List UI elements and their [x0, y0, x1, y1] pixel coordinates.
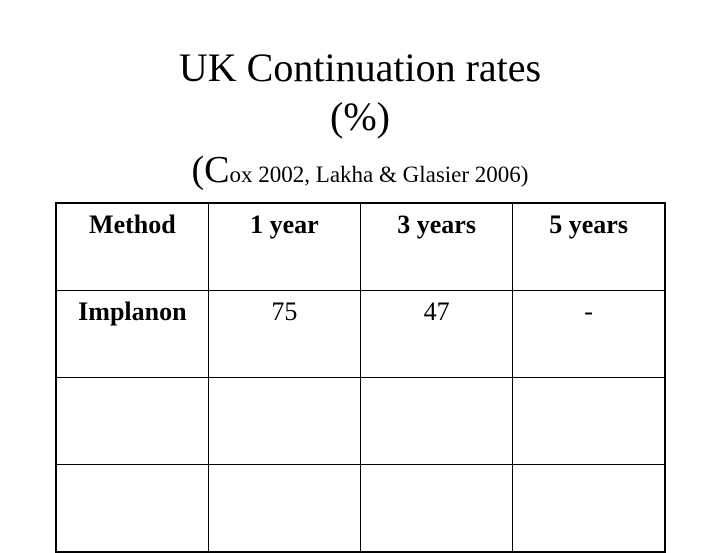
cell: 75 — [207, 290, 362, 378]
header-cell: 3 years — [359, 202, 514, 291]
slide-title: UK Continuation rates — [178, 45, 542, 90]
empty-cell — [359, 377, 514, 465]
empty-row — [55, 377, 666, 465]
table-row: Implanon 75 47 - — [55, 290, 666, 378]
row-label: Implanon — [55, 290, 209, 378]
header-cell: Method — [55, 202, 209, 291]
table: Method 1 year 3 years 5 years Implanon 7… — [55, 202, 666, 553]
cell: 47 — [359, 290, 514, 378]
empty-cell — [512, 377, 666, 465]
empty-cell — [207, 377, 362, 465]
header-cell: 1 year — [207, 202, 362, 291]
header-cell: 5 years — [512, 202, 666, 291]
empty-cell — [55, 377, 209, 465]
slide-subtitle: (Cox 2002, Lakha & Glasier 2006) — [191, 149, 529, 191]
cell: - — [512, 290, 666, 378]
slide: UK Continuation rates (%) (Cox 2002, Lak… — [55, 45, 666, 553]
empty-cell — [55, 464, 209, 553]
empty-row — [55, 464, 666, 553]
slide-unit: (%) — [330, 94, 390, 139]
empty-cell — [512, 464, 666, 553]
empty-cell — [359, 464, 514, 553]
empty-cell — [207, 464, 362, 553]
header-row: Method 1 year 3 years 5 years — [55, 202, 666, 291]
